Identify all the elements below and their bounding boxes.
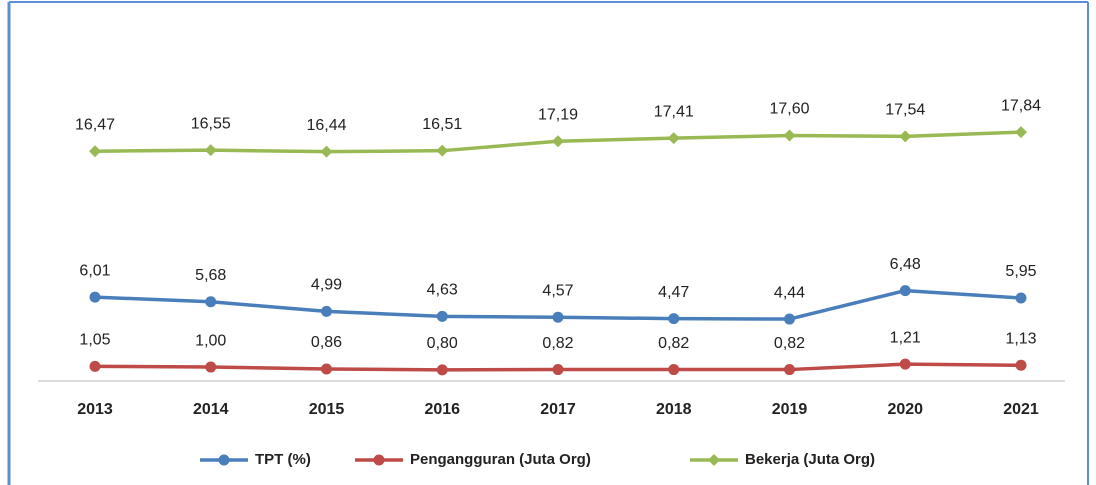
marker bbox=[321, 363, 332, 375]
x-tick-label: 2013 bbox=[77, 401, 113, 418]
x-tick-label: 2017 bbox=[540, 401, 576, 418]
marker bbox=[552, 135, 564, 148]
marker bbox=[436, 144, 449, 157]
data-label: 1,13 bbox=[1005, 330, 1036, 347]
data-label: 4,47 bbox=[658, 284, 689, 301]
marker bbox=[784, 313, 795, 325]
data-label: 0,80 bbox=[427, 335, 458, 352]
data-label: 17,54 bbox=[885, 102, 925, 119]
marker bbox=[784, 364, 795, 376]
x-tick-label: 2019 bbox=[772, 401, 808, 418]
legend-label: Pengangguran (Juta Org) bbox=[410, 451, 591, 468]
marker bbox=[899, 285, 911, 297]
marker bbox=[89, 360, 101, 372]
data-label: 0,86 bbox=[311, 334, 342, 351]
data-label: 1,21 bbox=[890, 329, 921, 346]
data-label: 17,60 bbox=[769, 101, 809, 118]
data-label: 4,99 bbox=[311, 277, 342, 294]
data-label: 16,47 bbox=[75, 116, 115, 133]
data-label: 4,57 bbox=[542, 282, 573, 299]
data-label: 0,82 bbox=[542, 335, 573, 352]
marker bbox=[1015, 126, 1027, 139]
data-label: 0,82 bbox=[658, 335, 689, 352]
x-tick-label: 2018 bbox=[656, 401, 692, 418]
marker bbox=[668, 364, 680, 376]
data-label: 17,84 bbox=[1001, 97, 1041, 114]
marker bbox=[899, 358, 911, 370]
legend-marker bbox=[218, 454, 230, 466]
marker bbox=[89, 145, 101, 158]
data-label: 4,63 bbox=[427, 282, 458, 299]
data-label: 17,19 bbox=[538, 106, 578, 123]
data-label: 5,95 bbox=[1005, 263, 1036, 280]
data-label: 0,82 bbox=[774, 335, 805, 352]
data-label: 16,55 bbox=[191, 115, 231, 132]
data-label: 6,48 bbox=[890, 256, 921, 273]
data-label: 16,51 bbox=[422, 116, 462, 133]
marker bbox=[1015, 292, 1027, 304]
data-label: 1,00 bbox=[195, 332, 226, 349]
legend-label: TPT (%) bbox=[255, 451, 311, 468]
marker bbox=[783, 129, 796, 142]
marker bbox=[668, 313, 680, 325]
data-label: 4,44 bbox=[774, 284, 805, 301]
marker bbox=[205, 361, 217, 373]
x-tick-label: 2016 bbox=[424, 401, 460, 418]
marker bbox=[436, 364, 448, 376]
x-tick-label: 2014 bbox=[193, 401, 229, 418]
marker bbox=[1015, 359, 1027, 371]
marker bbox=[321, 305, 332, 317]
data-label: 1,05 bbox=[79, 332, 110, 349]
marker bbox=[899, 130, 912, 143]
legend-label: Bekerja (Juta Org) bbox=[745, 451, 875, 468]
data-label: 6,01 bbox=[79, 262, 110, 279]
marker bbox=[667, 132, 680, 145]
marker bbox=[89, 291, 101, 303]
data-label: 5,68 bbox=[195, 267, 226, 284]
marker bbox=[205, 296, 217, 308]
marker bbox=[552, 364, 564, 376]
marker bbox=[552, 311, 564, 323]
marker bbox=[436, 310, 448, 322]
x-tick-label: 2021 bbox=[1003, 401, 1039, 418]
x-tick-label: 2015 bbox=[309, 401, 345, 418]
x-tick-label: 2020 bbox=[887, 401, 923, 418]
legend-marker bbox=[373, 454, 385, 466]
data-label: 16,44 bbox=[306, 117, 346, 134]
legend-marker bbox=[708, 454, 720, 466]
marker bbox=[320, 145, 333, 158]
data-label: 17,41 bbox=[654, 103, 694, 120]
marker bbox=[204, 144, 217, 157]
